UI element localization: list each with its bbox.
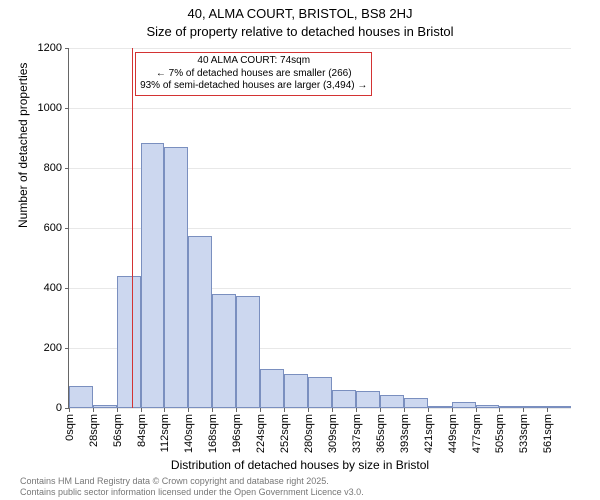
x-tick-label: 449sqm [447, 414, 459, 458]
x-tick [69, 408, 70, 412]
x-tick-label: 280sqm [303, 414, 315, 458]
x-tick-label: 477sqm [471, 414, 483, 458]
x-tick [547, 408, 548, 412]
x-tick-label: 421sqm [423, 414, 435, 458]
x-tick-label: 112sqm [159, 414, 171, 458]
property-info-box: 40 ALMA COURT: 74sqm← 7% of detached hou… [135, 52, 372, 96]
x-tick [308, 408, 309, 412]
histogram-bar [308, 377, 333, 409]
histogram-bar [356, 391, 380, 408]
histogram-bar [117, 276, 141, 408]
histogram-bar [428, 406, 452, 408]
y-axis-label: Number of detached properties [16, 63, 30, 228]
x-tick [499, 408, 500, 412]
x-tick-label: 140sqm [183, 414, 195, 458]
x-axis-label: Distribution of detached houses by size … [0, 458, 600, 472]
histogram-bar [404, 398, 428, 409]
histogram-bar [188, 236, 212, 409]
info-box-line: ← 7% of detached houses are smaller (266… [140, 68, 367, 81]
footer-line-1: Contains HM Land Registry data © Crown c… [20, 476, 364, 487]
chart-title-sub: Size of property relative to detached ho… [0, 24, 600, 39]
histogram-bar [499, 406, 523, 408]
x-tick [117, 408, 118, 412]
x-tick-label: 28sqm [88, 414, 100, 458]
x-tick [523, 408, 524, 412]
x-tick-label: 84sqm [136, 414, 148, 458]
gridline [69, 48, 571, 49]
x-tick [188, 408, 189, 412]
y-tick [65, 348, 69, 349]
x-tick-label: 505sqm [494, 414, 506, 458]
footer-line-2: Contains public sector information licen… [20, 487, 364, 498]
footer-attribution: Contains HM Land Registry data © Crown c… [20, 476, 364, 498]
x-tick [356, 408, 357, 412]
x-tick [428, 408, 429, 412]
x-tick-label: 252sqm [279, 414, 291, 458]
histogram-bar [380, 395, 404, 409]
y-tick-label: 600 [22, 222, 62, 234]
histogram-bar [452, 402, 476, 408]
x-tick-label: 309sqm [327, 414, 339, 458]
x-tick-label: 224sqm [255, 414, 267, 458]
y-tick [65, 288, 69, 289]
x-tick [236, 408, 237, 412]
x-tick-label: 0sqm [64, 414, 76, 458]
y-tick-label: 1000 [22, 102, 62, 114]
x-tick [404, 408, 405, 412]
histogram-bar [69, 386, 93, 408]
histogram-bar [547, 406, 571, 408]
x-tick [452, 408, 453, 412]
x-tick-label: 393sqm [399, 414, 411, 458]
y-tick [65, 228, 69, 229]
x-tick [164, 408, 165, 412]
gridline [69, 408, 571, 409]
histogram-bar [284, 374, 308, 409]
histogram-bar [523, 406, 547, 408]
y-tick-label: 200 [22, 342, 62, 354]
histogram-bar [212, 294, 236, 408]
y-tick-label: 0 [22, 402, 62, 414]
histogram-bar [236, 296, 260, 409]
x-tick-label: 533sqm [518, 414, 530, 458]
x-tick-label: 56sqm [112, 414, 124, 458]
x-tick [212, 408, 213, 412]
y-tick [65, 48, 69, 49]
histogram-bar [141, 143, 165, 409]
gridline [69, 108, 571, 109]
histogram-bar [476, 405, 500, 408]
x-tick [476, 408, 477, 412]
x-tick [93, 408, 94, 412]
x-tick-label: 561sqm [542, 414, 554, 458]
x-tick-label: 196sqm [231, 414, 243, 458]
y-tick-label: 400 [22, 282, 62, 294]
x-tick [332, 408, 333, 412]
x-tick-label: 337sqm [351, 414, 363, 458]
info-box-line: 40 ALMA COURT: 74sqm [140, 55, 367, 68]
x-tick-label: 168sqm [207, 414, 219, 458]
plot-area [68, 48, 571, 409]
x-tick [284, 408, 285, 412]
y-tick [65, 108, 69, 109]
y-tick-label: 1200 [22, 42, 62, 54]
histogram-bar [260, 369, 284, 408]
histogram-bar [164, 147, 188, 408]
property-marker-line [132, 48, 133, 408]
x-tick-label: 365sqm [375, 414, 387, 458]
y-tick [65, 168, 69, 169]
y-tick-label: 800 [22, 162, 62, 174]
info-box-line: 93% of semi-detached houses are larger (… [140, 80, 367, 93]
x-tick [380, 408, 381, 412]
x-tick [141, 408, 142, 412]
x-tick [260, 408, 261, 412]
histogram-bar [93, 405, 117, 408]
chart-title-main: 40, ALMA COURT, BRISTOL, BS8 2HJ [0, 6, 600, 21]
histogram-bar [332, 390, 356, 408]
